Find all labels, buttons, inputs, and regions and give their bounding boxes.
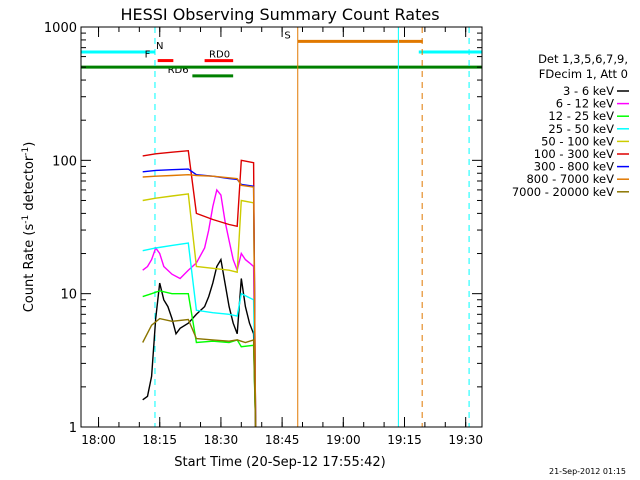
legend: Det 1,3,5,6,7,9, FDecim 1, Att 0 3 - 6 k… xyxy=(512,52,629,199)
chart-title: HESSI Observing Summary Count Rates xyxy=(120,5,439,24)
series-800-7000-kev xyxy=(142,173,257,428)
legend-label-100-300-kev: 100 - 300 keV xyxy=(534,147,614,161)
x-tick-label: 18:15 xyxy=(142,433,177,447)
y-tick-labels: 1 10 100 1000 xyxy=(44,21,77,436)
legend-label-3-6-kev: 3 - 6 keV xyxy=(563,84,614,98)
legend-label-25-50-kev: 25 - 50 keV xyxy=(548,122,614,136)
series-100-300-kev xyxy=(142,149,257,428)
legend-header-detectors: Det 1,3,5,6,7,9, xyxy=(538,52,628,66)
vertical-markers xyxy=(154,27,470,427)
legend-label-12-25-kev: 12 - 25 keV xyxy=(548,109,614,123)
flag-label-rd6: RD6 xyxy=(168,65,189,76)
plot-frame xyxy=(80,26,483,428)
y-axis-label-mid: detector xyxy=(22,155,37,215)
x-tick-label: 19:30 xyxy=(448,433,483,447)
y-tick-label: 1 xyxy=(69,421,77,436)
flag-label-rd0: RD0 xyxy=(209,50,230,61)
x-tick-labels: 18:00 18:15 18:30 18:45 19:00 19:15 19:30 xyxy=(81,433,483,447)
x-tick-label: 18:00 xyxy=(81,433,116,447)
y-axis-label-sup1: -1 xyxy=(21,215,31,224)
flag-label-n: N xyxy=(156,41,163,52)
x-axis-label: Start Time (20-Sep-12 17:55:42) xyxy=(174,455,385,470)
x-tick-label: 19:15 xyxy=(387,433,422,447)
y-tick-label: 100 xyxy=(52,154,77,169)
y-axis-label-end: ) xyxy=(22,142,37,147)
legend-label-50-100-kev: 50 - 100 keV xyxy=(541,134,614,148)
series-50-100-kev xyxy=(142,193,257,428)
series-3-6-kev xyxy=(142,257,257,428)
x-tick-label: 18:45 xyxy=(265,433,300,447)
flag-bars: NF RD0 RD6 S xyxy=(81,30,482,78)
y-tick-label: 1000 xyxy=(44,21,77,36)
y-axis-label-sup2: -1 xyxy=(21,147,31,156)
data-series xyxy=(142,149,257,428)
y-axis-label-main: Count Rate (s xyxy=(22,224,37,313)
legend-label-300-800-kev: 300 - 800 keV xyxy=(534,160,614,174)
x-tick-label: 18:30 xyxy=(204,433,239,447)
legend-header-fdecim: FDecim 1, Att 0 xyxy=(539,67,628,81)
y-tick-label: 10 xyxy=(60,288,77,303)
legend-label-7000-20000-kev: 7000 - 20000 keV xyxy=(512,185,614,199)
flag-label-s: S xyxy=(284,30,290,41)
axis-ticks xyxy=(81,26,482,428)
series-12-25-kev xyxy=(142,290,257,428)
x-tick-label: 19:00 xyxy=(326,433,361,447)
y-axis-label: Count Rate (s-1 detector-1) xyxy=(21,142,37,313)
legend-label-6-12-kev: 6 - 12 keV xyxy=(556,97,614,111)
series-25-50-kev xyxy=(142,242,257,428)
footer-date: 21-Sep-2012 01:15 xyxy=(549,467,626,476)
series-7000-20000-kev xyxy=(142,317,257,428)
legend-label-800-7000-kev: 800 - 7000 keV xyxy=(526,172,614,186)
flag-label-f: F xyxy=(145,50,151,61)
